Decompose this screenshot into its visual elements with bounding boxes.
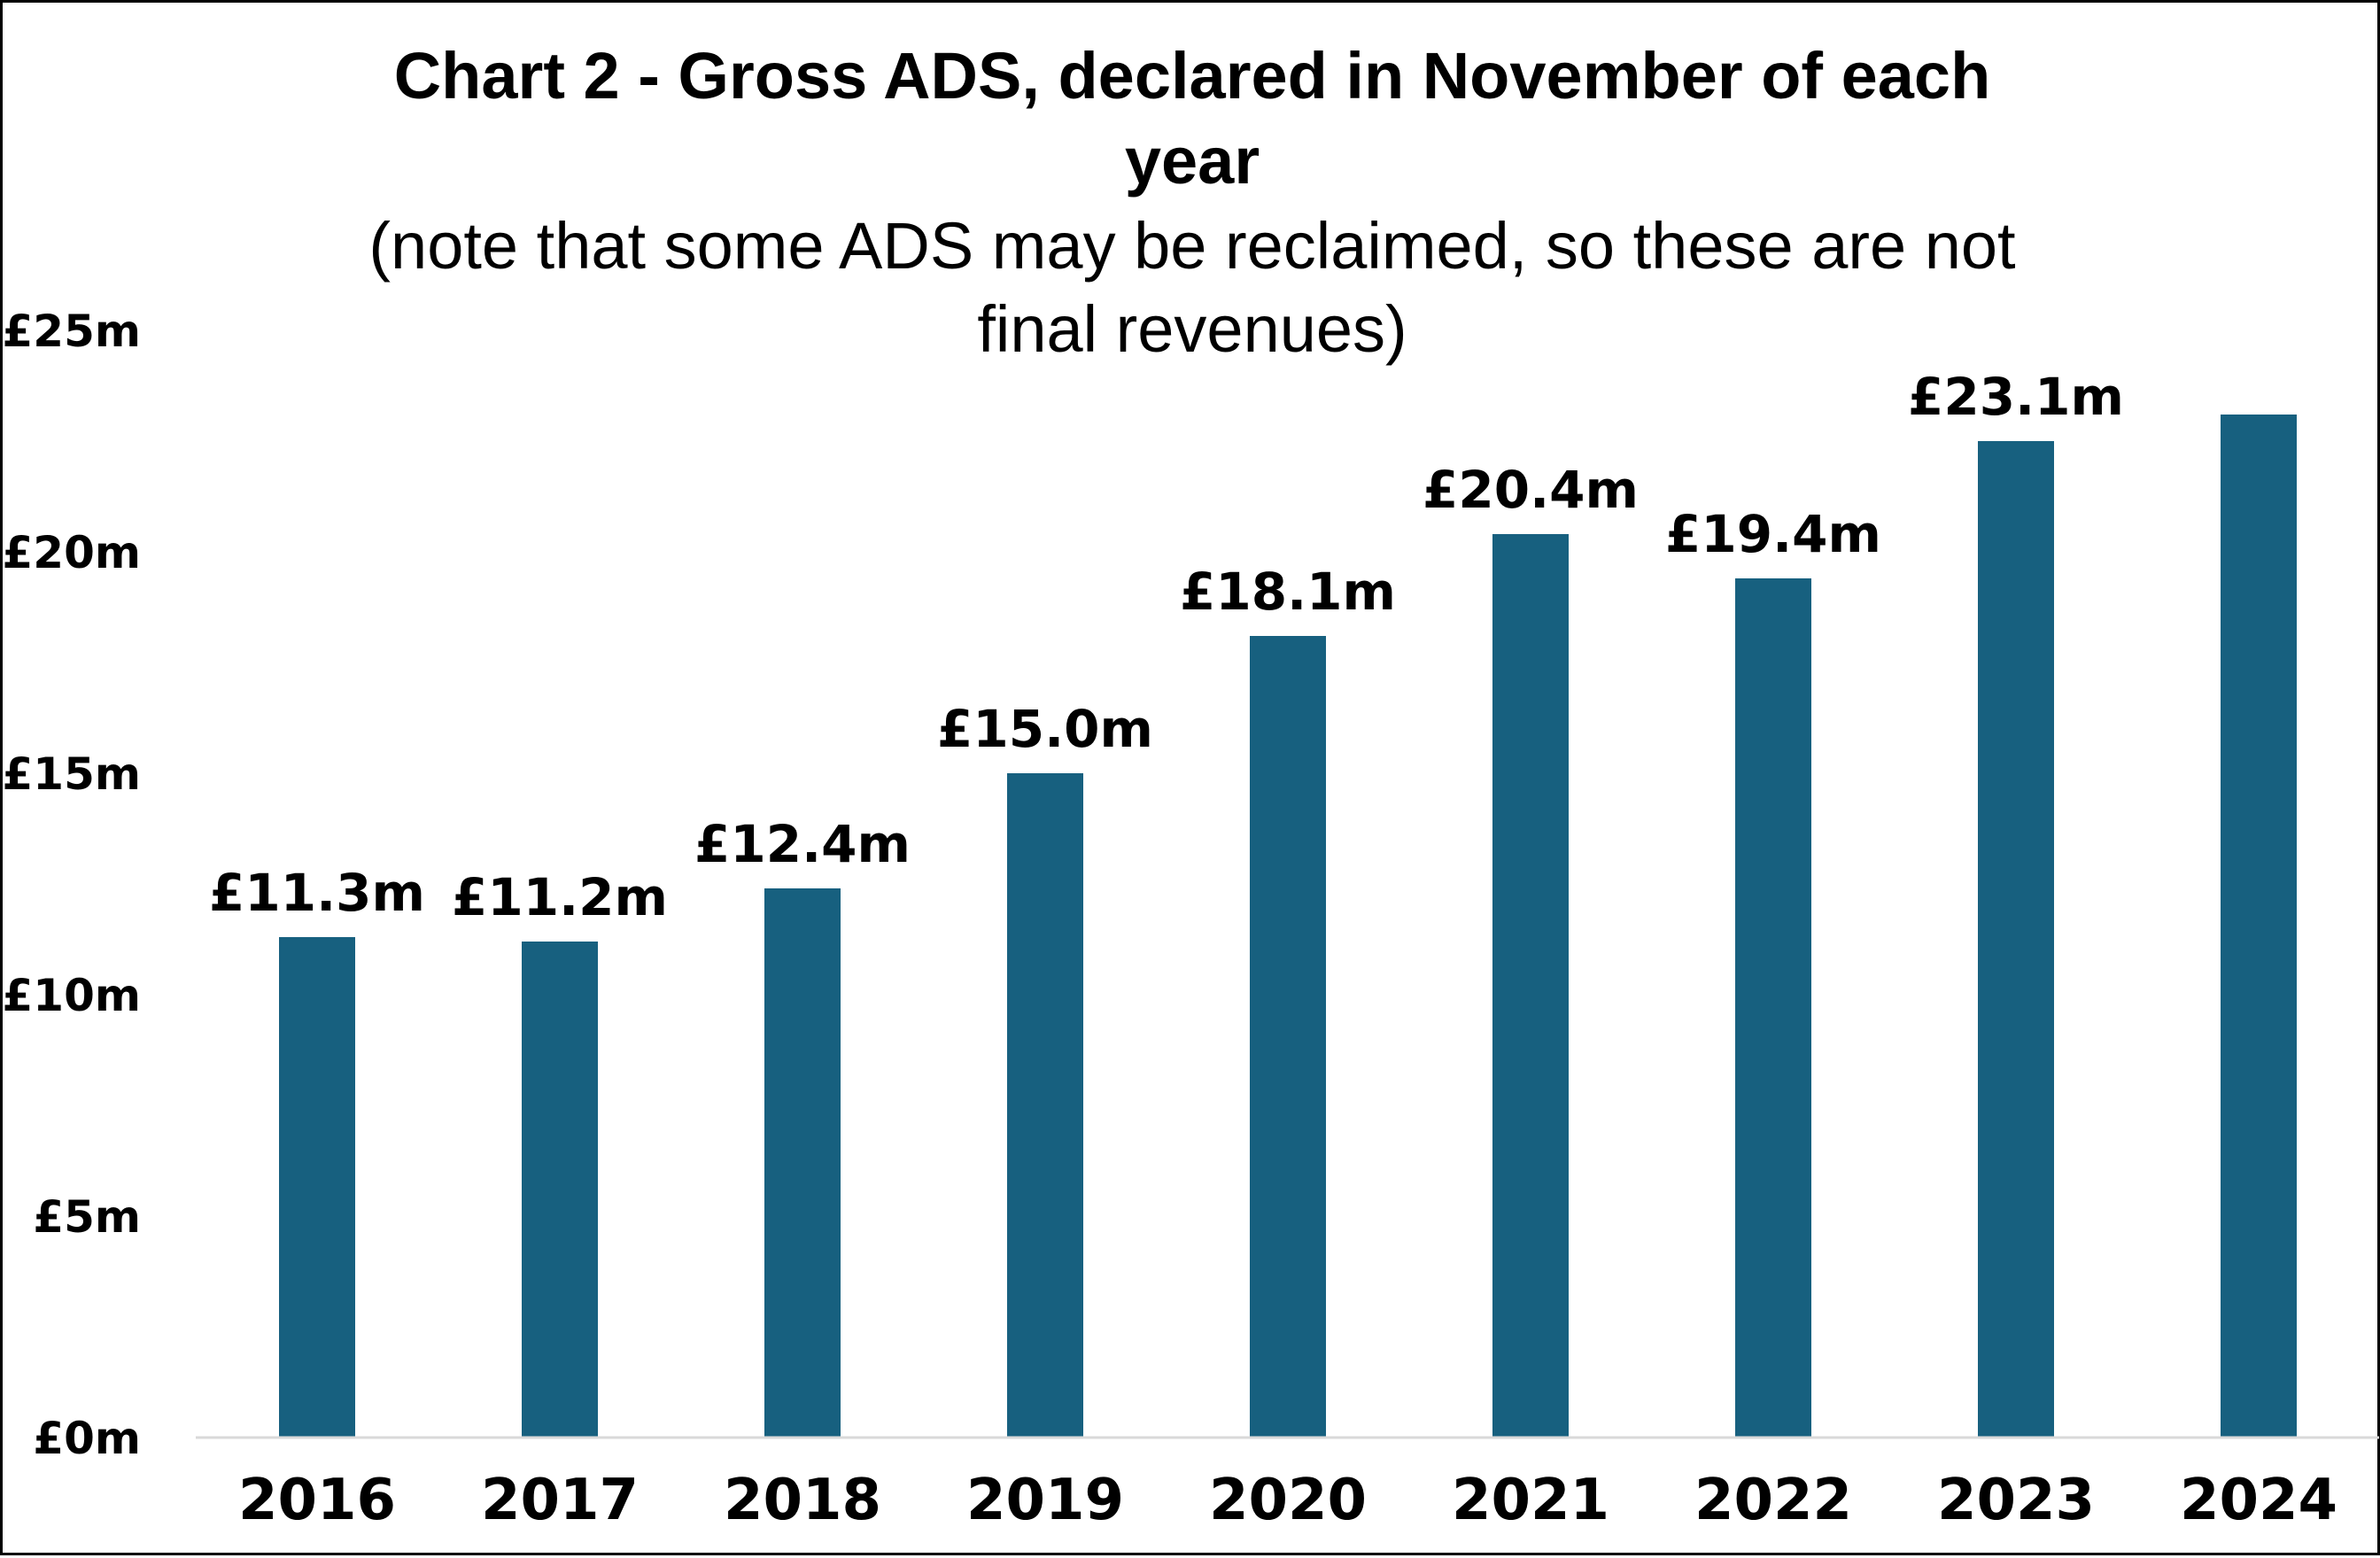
- bar: [1978, 441, 2054, 1438]
- x-axis: 2016 2017 2018 2019 2020 2021 2022 2023 2024: [196, 1436, 2379, 1533]
- x-tick-label: 2017: [481, 1468, 639, 1533]
- x-tick-label: 2016: [238, 1468, 396, 1533]
- y-tick-label: £25m: [3, 306, 141, 357]
- y-tick-label: £10m: [3, 970, 141, 1021]
- bar: [279, 937, 355, 1438]
- data-label: £20.4m: [1423, 460, 1639, 520]
- bar: [1007, 773, 1083, 1438]
- x-tick-label: 2024: [2180, 1468, 2337, 1533]
- data-label: £11.2m: [452, 867, 668, 927]
- x-tick-label: 2018: [724, 1468, 881, 1533]
- y-tick-label: £5m: [33, 1191, 141, 1243]
- data-label: £12.4m: [694, 814, 911, 874]
- data-label: £11.3m: [209, 863, 425, 923]
- chart-title-line-1: Chart 2 - Gross ADS, declared in Novembe…: [394, 39, 1991, 112]
- y-tick-label: £15m: [3, 748, 141, 800]
- data-label: £15.0m: [937, 699, 1153, 759]
- bar: [1250, 636, 1326, 1438]
- x-tick-label: 2023: [1937, 1468, 2095, 1533]
- bar: [1735, 578, 1811, 1438]
- y-tick-label: £20m: [3, 527, 141, 578]
- data-labels-group: £11.3m £11.2m £12.4m £15.0m £18.1m £20.4m £19.…: [209, 367, 2124, 927]
- bars-group: [279, 415, 2297, 1438]
- data-label: £23.1m: [1908, 367, 2124, 427]
- chart-title-group: Chart 2 - Gross ADS, declared in Novembe…: [368, 39, 2016, 366]
- bar-chart: Chart 2 - Gross ADS, declared in Novembe…: [3, 39, 2379, 1533]
- x-tick-label: 2021: [1452, 1468, 1609, 1533]
- bar: [764, 888, 841, 1438]
- data-label: £18.1m: [1180, 562, 1396, 622]
- data-label: £19.4m: [1665, 504, 1881, 564]
- x-tick-label: 2020: [1209, 1468, 1367, 1533]
- chart-title-line-2: year: [1125, 124, 1260, 198]
- y-tick-label: £0m: [33, 1413, 141, 1464]
- chart-subtitle-line-1: (note that some ADS may be reclaimed, so…: [368, 209, 2016, 283]
- bar: [522, 942, 598, 1438]
- x-tick-label: 2022: [1694, 1468, 1852, 1533]
- bar: [2221, 415, 2297, 1438]
- chart-subtitle-line-2: final revenues): [977, 292, 1407, 366]
- x-tick-label: 2019: [966, 1468, 1124, 1533]
- bar: [1492, 534, 1569, 1438]
- y-axis: £0m £5m £10m £15m £20m £25m: [3, 306, 141, 1464]
